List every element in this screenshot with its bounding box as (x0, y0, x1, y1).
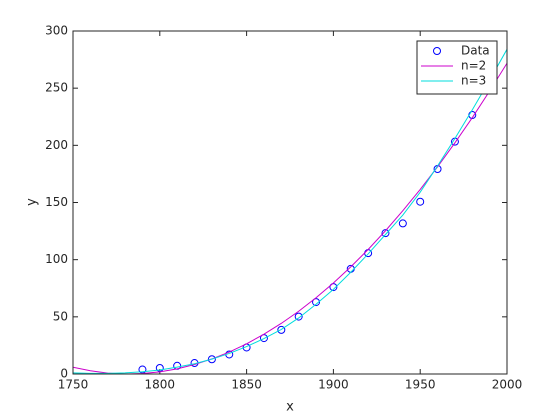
legend-label: n=2 (461, 59, 486, 73)
y-axis-label: y (25, 198, 40, 206)
data-point (294, 312, 303, 321)
y-tick-label: 200 (45, 138, 68, 152)
data-point (277, 325, 286, 334)
legend-label: Data (461, 44, 490, 58)
x-tick-label: 1950 (405, 378, 436, 392)
data-point (398, 219, 407, 228)
x-tick-label: 1900 (318, 378, 349, 392)
axes-box (72, 30, 508, 375)
x-tick-label: 1750 (58, 378, 89, 392)
y-tick-label: 300 (45, 24, 68, 38)
fit-line (73, 49, 507, 374)
data-point (416, 197, 425, 206)
y-tick-label: 250 (45, 81, 68, 95)
data-point (312, 298, 321, 307)
legend-box (416, 40, 498, 95)
y-tick-label: 150 (45, 195, 68, 209)
x-tick-label: 1800 (145, 378, 176, 392)
data-point (381, 229, 390, 238)
x-tick-label: 2000 (492, 378, 523, 392)
plot-area (73, 49, 507, 374)
y-tick-label: 0 (60, 367, 68, 381)
legend-label: n=3 (461, 74, 486, 88)
x-tick-label: 1850 (231, 378, 262, 392)
data-point (207, 355, 216, 364)
y-tick-label: 50 (53, 309, 68, 323)
legend-marker (433, 47, 441, 55)
y-tick-label: 100 (45, 252, 68, 266)
x-axis-label: x (286, 400, 294, 415)
